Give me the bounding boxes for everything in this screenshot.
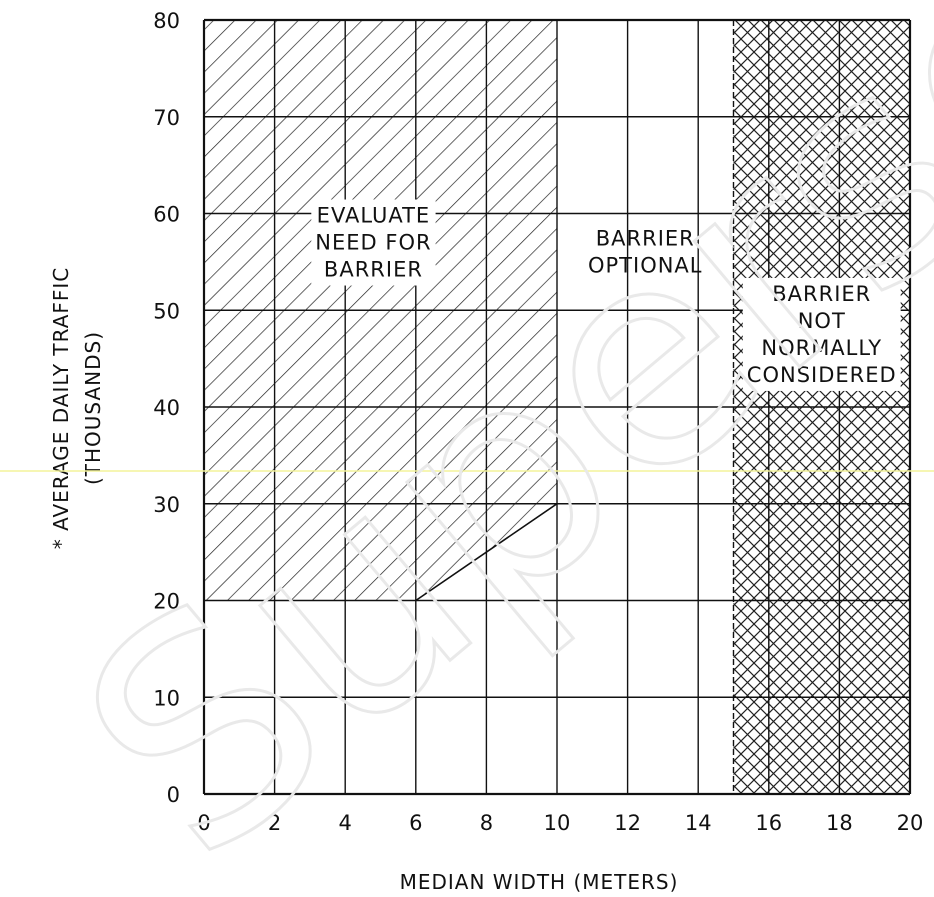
x-tick-label: 10 xyxy=(544,811,571,835)
region-label-box-evaluate xyxy=(311,199,436,286)
y-tick-labels: 0 10 20 30 40 50 60 70 80 xyxy=(153,9,180,807)
y-tick-label: 80 xyxy=(153,9,180,33)
region-labels: EVALUATE NEED FOR BARRIER BARRIER OPTIONAL BA… xyxy=(315,204,897,387)
x-tick-label: 18 xyxy=(826,811,853,835)
x-tick-label: 0 xyxy=(197,811,210,835)
y-tick-label: 60 xyxy=(153,203,180,227)
region-label-evaluate-line: BARRIER xyxy=(324,258,423,282)
region-label-not-considered-line: NOT xyxy=(798,309,846,333)
x-axis-title: MEDIAN WIDTH (METERS) xyxy=(400,870,679,894)
x-tick-label: 2 xyxy=(268,811,281,835)
chart-grid xyxy=(202,18,912,796)
y-tick-label: 40 xyxy=(153,396,180,420)
region-label-box-not-considered xyxy=(742,277,901,391)
region-label-not-considered-line: BARRIER xyxy=(772,282,871,306)
x-tick-label: 20 xyxy=(897,811,924,835)
region-label-optional-line: BARRIER xyxy=(596,227,695,251)
y-axis-subtitle: (THOUSANDS) xyxy=(81,331,105,485)
x-tick-label: 8 xyxy=(480,811,493,835)
y-axis-title: * AVERAGE DAILY TRAFFIC xyxy=(49,267,73,550)
y-tick-label: 10 xyxy=(153,686,180,710)
region-label-boxes xyxy=(311,199,901,391)
x-tick-label: 14 xyxy=(685,811,712,835)
region-label-not-considered-line: NORMALLY xyxy=(761,336,882,360)
region-label-evaluate-line: EVALUATE xyxy=(317,204,431,228)
y-tick-label: 30 xyxy=(153,493,180,517)
region-label-evaluate-line: NEED FOR xyxy=(315,231,431,255)
x-tick-label: 6 xyxy=(409,811,422,835)
y-tick-label: 0 xyxy=(167,783,180,807)
y-tick-label: 70 xyxy=(153,106,180,130)
region-label-not-considered-line: CONSIDERED xyxy=(747,363,897,387)
x-tick-label: 16 xyxy=(755,811,782,835)
x-tick-labels: 0 2 4 6 8 10 12 14 16 18 20 xyxy=(197,811,923,835)
x-tick-label: 12 xyxy=(614,811,641,835)
region-label-optional-line: OPTIONAL xyxy=(588,254,703,278)
x-tick-label: 4 xyxy=(339,811,352,835)
y-tick-label: 50 xyxy=(153,299,180,323)
y-tick-label: 20 xyxy=(153,590,180,614)
